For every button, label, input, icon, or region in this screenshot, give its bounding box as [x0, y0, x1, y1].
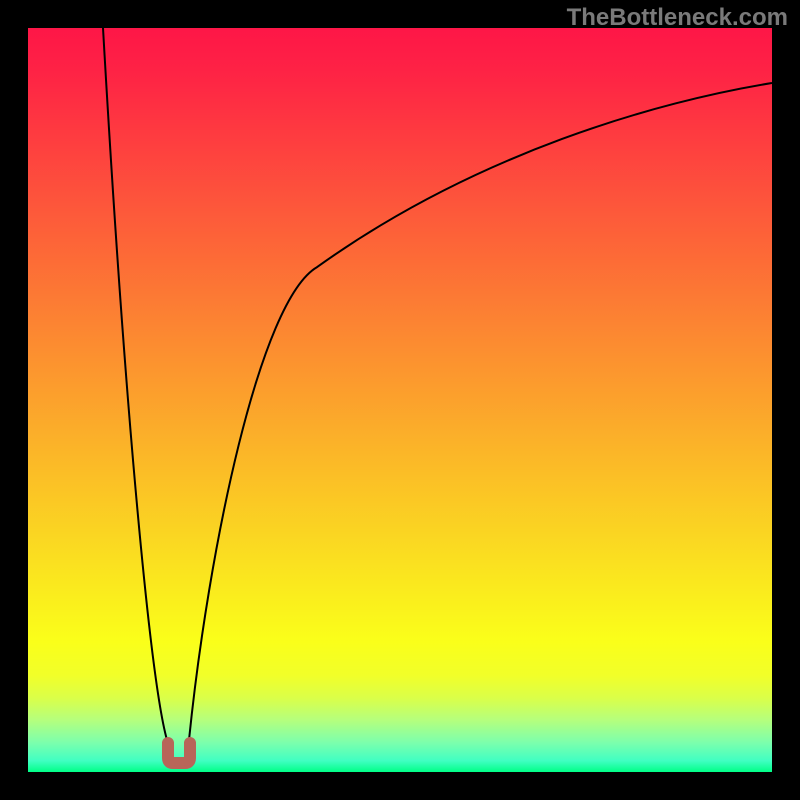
chart-container: TheBottleneck.com [0, 0, 800, 800]
plot-area [28, 28, 772, 772]
gradient-background [28, 28, 772, 772]
plot-svg [28, 28, 772, 772]
